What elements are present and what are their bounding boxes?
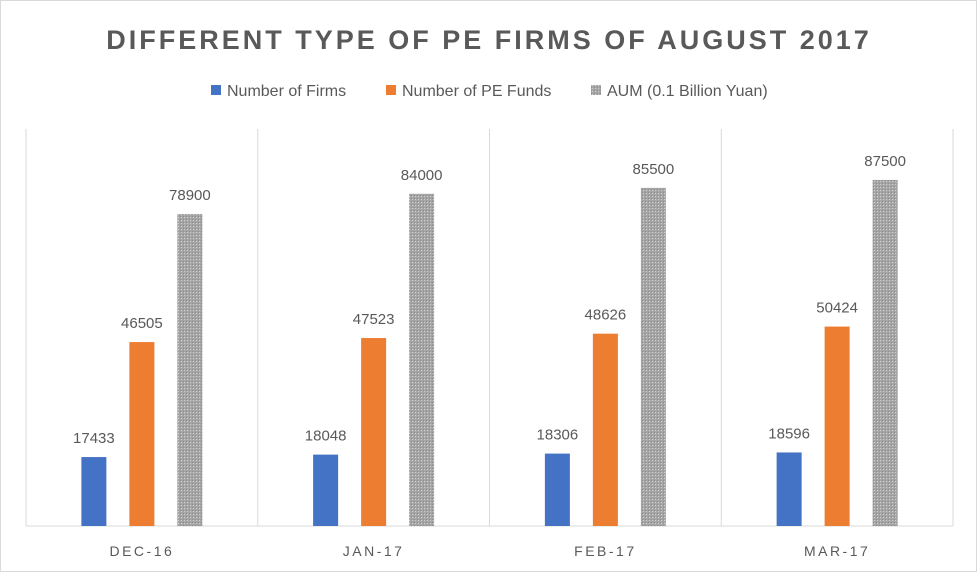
- bar-aum-feb-17: [640, 187, 666, 526]
- category-label: MAR-17: [804, 543, 870, 559]
- legend-swatch: [591, 85, 601, 95]
- chart-title: DIFFERENT TYPE OF PE FIRMS OF AUGUST 201…: [106, 25, 872, 55]
- bar-aum-jan-17: [409, 193, 435, 526]
- bar-funds-mar-17: [824, 326, 850, 526]
- bar-firms-mar-17: [776, 452, 802, 526]
- data-label: 78900: [169, 187, 211, 204]
- bars: [81, 179, 898, 526]
- data-label: 85500: [633, 161, 675, 178]
- data-label: 47523: [353, 311, 395, 328]
- bar-funds-jan-17: [361, 338, 387, 526]
- legend-swatch: [211, 85, 221, 95]
- bar-aum-mar-17: [872, 179, 898, 526]
- data-label: 18306: [537, 427, 579, 444]
- legend: Number of Firms Number of PE Funds AUM (0.…: [211, 83, 768, 100]
- category-label: JAN-17: [343, 543, 405, 559]
- legend-label: Number of Firms: [227, 83, 346, 100]
- bar-firms-feb-17: [544, 453, 570, 526]
- category-label: DEC-16: [109, 543, 174, 559]
- data-label: 87500: [864, 153, 906, 170]
- bar-funds-feb-17: [592, 333, 618, 526]
- legend-swatch: [386, 85, 396, 95]
- category-gridlines: [25, 129, 954, 527]
- bar-aum-dec-16: [177, 213, 203, 526]
- legend-label: Number of PE Funds: [402, 83, 551, 100]
- data-label: 46505: [121, 315, 163, 332]
- data-label: 18596: [768, 425, 810, 442]
- data-labels: 17433 46505 78900 18048 47523 84000 18306 48626…: [73, 153, 906, 447]
- data-label: 48626: [585, 307, 627, 324]
- data-label: 17433: [73, 430, 115, 447]
- legend-label: AUM (0.1 Billion Yuan): [607, 83, 768, 100]
- data-label: 50424: [816, 300, 858, 317]
- category-label: FEB-17: [574, 543, 636, 559]
- bar-funds-dec-16: [129, 342, 155, 526]
- category-axis: DEC-16 JAN-17 FEB-17 MAR-17: [109, 543, 870, 559]
- bar-firms-jan-17: [313, 454, 339, 526]
- data-label: 18048: [305, 428, 347, 445]
- data-label: 84000: [401, 167, 443, 184]
- bar-firms-dec-16: [81, 457, 107, 526]
